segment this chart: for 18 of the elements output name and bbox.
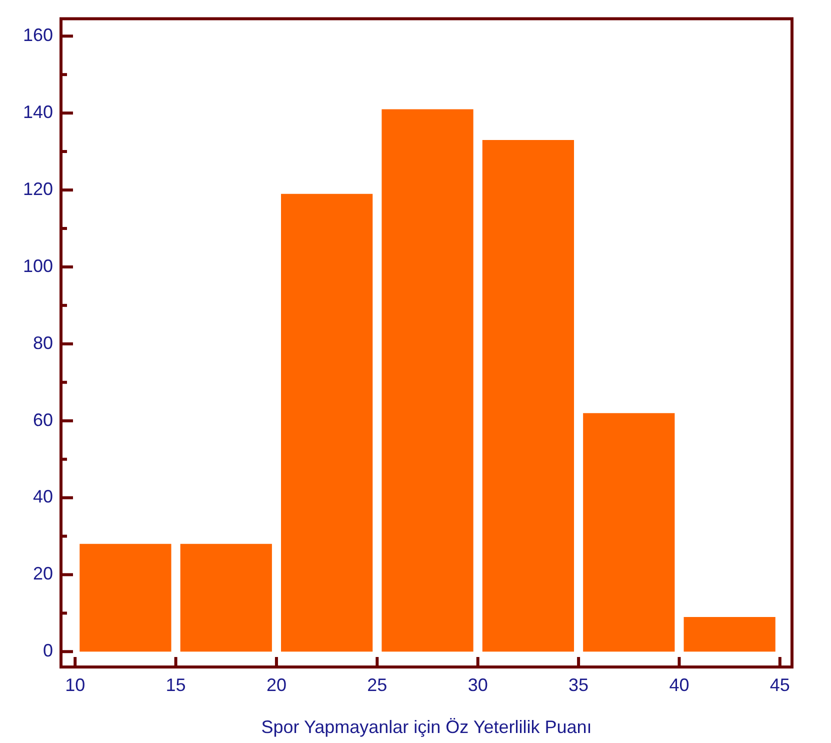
x-tick-label: 40	[669, 674, 690, 695]
x-tick-label: 15	[166, 674, 186, 695]
x-tick-label: 30	[468, 674, 488, 695]
y-tick-label: 80	[32, 332, 53, 353]
x-tick-label: 35	[568, 674, 589, 695]
x-tick-label: 10	[65, 674, 86, 695]
x-tick-label: 25	[367, 674, 388, 695]
y-tick-label: 20	[32, 564, 53, 584]
y-tick-label: 40	[32, 486, 53, 507]
y-tick-label: 0	[42, 640, 53, 661]
y-tick-label: 100	[22, 256, 53, 276]
x-tick-label: 45	[770, 674, 790, 695]
y-tick-label: 120	[22, 178, 53, 199]
y-tick-label: 140	[22, 102, 53, 122]
y-tick-label: 60	[32, 410, 53, 430]
y-tick-label: 160	[22, 25, 53, 46]
x-tick-label: 20	[266, 674, 286, 695]
x-axis-title: Spor Yapmayanlar için Öz Yeterlilik Puanı	[261, 717, 592, 738]
